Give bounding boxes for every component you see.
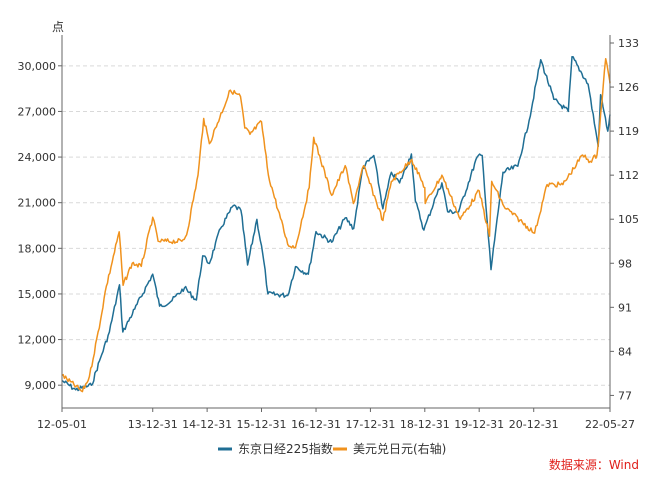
right-tick-label-4: 105 — [618, 213, 639, 226]
x-tick-label-5: 17-12-31 — [345, 418, 395, 431]
left-tick-label-7: 30,000 — [18, 60, 57, 73]
x-tick-label-9: 22-05-27 — [585, 418, 635, 431]
right-tick-label-3: 98 — [618, 257, 632, 270]
legend-label-usdjpy: 美元兑日元(右轴) — [353, 441, 446, 456]
gridlines — [62, 65, 610, 386]
x-tick-label-1: 13-12-31 — [128, 418, 178, 431]
x-tick-label-0: 12-05-01 — [37, 418, 87, 431]
legend-label-nikkei: 东京日经225指数 — [238, 441, 333, 456]
left-tick-label-5: 24,000 — [18, 151, 57, 164]
data-source-note: 数据来源：Wind — [549, 457, 639, 472]
left-tick-label-6: 27,000 — [18, 105, 57, 118]
x-tick-label-8: 20-12-31 — [509, 418, 559, 431]
left-tick-label-2: 15,000 — [18, 288, 57, 301]
right-tick-label-7: 126 — [618, 81, 639, 94]
left-tick-label-4: 21,000 — [18, 197, 57, 210]
right-tick-label-2: 91 — [618, 301, 632, 314]
right-tick-label-1: 84 — [618, 345, 632, 358]
legend: 东京日经225指数 美元兑日元(右轴) — [218, 441, 446, 456]
x-axis-tick-labels: 12-05-01 13-12-31 14-12-31 15-12-31 16-12-31… — [37, 408, 635, 431]
left-axis-unit: 点 — [52, 20, 64, 34]
right-tick-label-0: 77 — [618, 389, 632, 402]
series-line-1 — [61, 57, 611, 393]
x-tick-label-6: 18-12-31 — [400, 418, 450, 431]
right-tick-label-6: 119 — [618, 125, 639, 138]
x-tick-label-4: 16-12-31 — [291, 418, 341, 431]
left-tick-label-1: 12,000 — [18, 334, 57, 347]
series-lines — [61, 55, 611, 393]
x-tick-label-2: 14-12-31 — [182, 418, 232, 431]
right-tick-label-5: 112 — [618, 169, 639, 182]
x-tick-label-7: 19-12-31 — [454, 418, 504, 431]
left-axis-tick-labels: 9,000 12,000 15,000 18,000 21,000 24,000 27,00… — [18, 60, 62, 392]
left-tick-label-0: 9,000 — [25, 379, 57, 392]
series-line-0 — [61, 55, 611, 392]
left-tick-label-3: 18,000 — [18, 242, 57, 255]
x-tick-label-3: 15-12-31 — [237, 418, 287, 431]
right-tick-label-8: 133 — [618, 37, 639, 50]
axes — [61, 35, 611, 409]
right-axis-tick-labels: 77 84 91 98 105 112 119 126 133 — [610, 37, 639, 402]
